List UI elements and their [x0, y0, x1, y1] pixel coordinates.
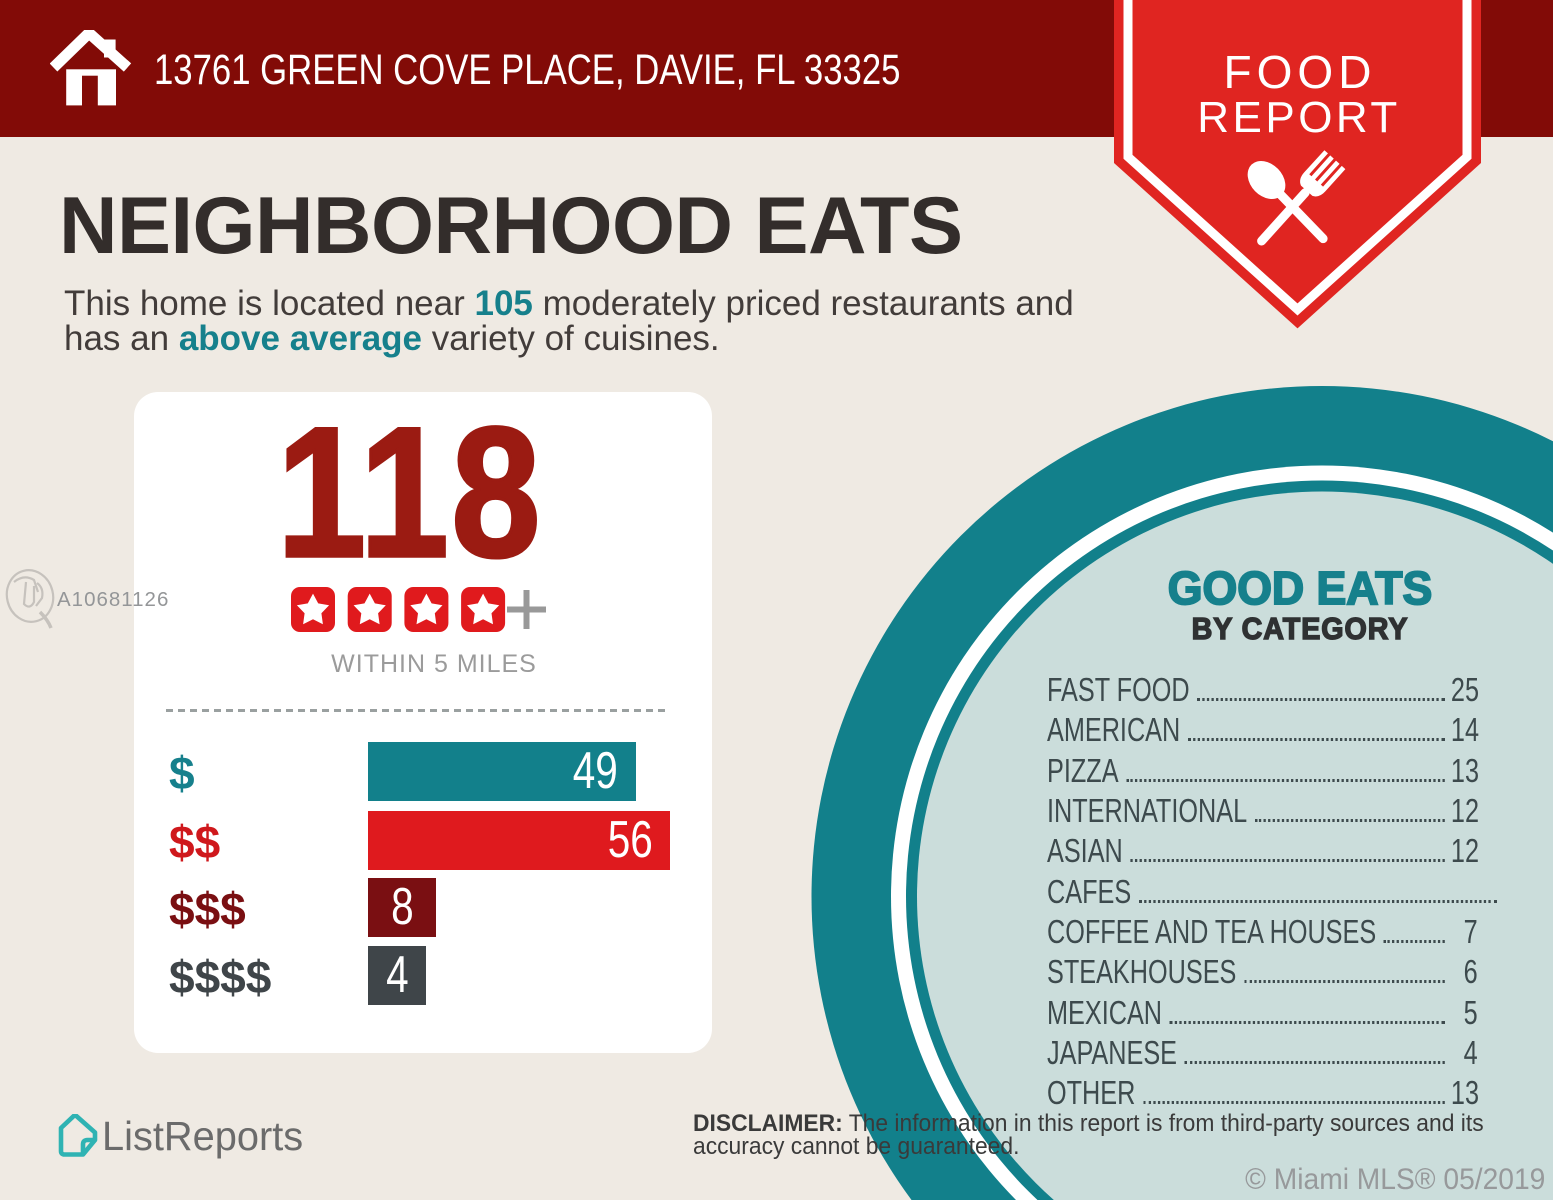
svg-text:FOOD: FOOD	[1224, 46, 1377, 98]
svg-text:REPORT: REPORT	[1197, 93, 1401, 142]
